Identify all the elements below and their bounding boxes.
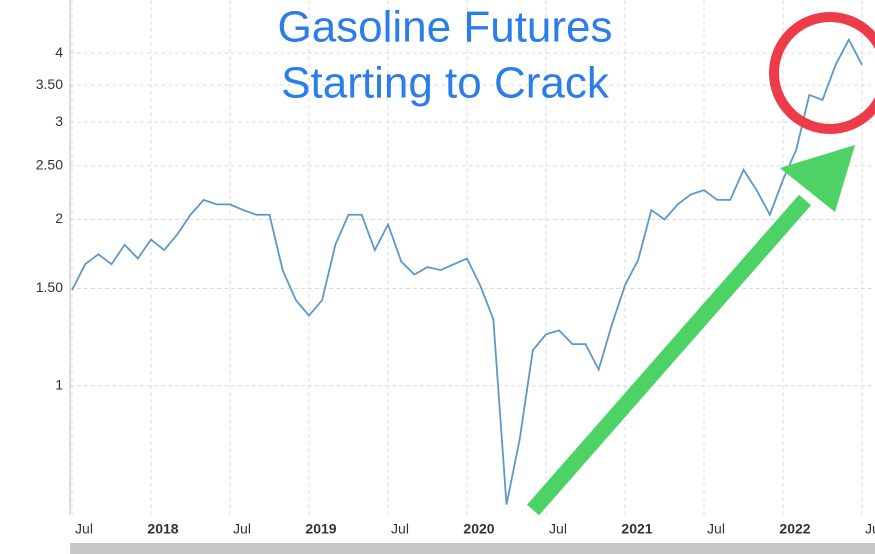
title-line: Gasoline Futures (277, 3, 612, 52)
y-tick-label: 3.50 (36, 76, 63, 92)
x-tick-label: Jul (707, 521, 725, 537)
x-tick-label: 2021 (621, 521, 652, 537)
x-tick-label: Jul (865, 521, 875, 537)
arrow-head (780, 145, 855, 212)
x-tick-label: Jul (75, 521, 93, 537)
y-tick-label: 4 (55, 44, 63, 60)
series-line (71, 37, 863, 505)
title-line: Starting to Crack (281, 59, 610, 108)
y-tick-label: 2.50 (36, 157, 63, 173)
plot-layer (71, 37, 863, 505)
y-tick-label: 3 (55, 113, 63, 129)
y-tick-label: 2 (55, 210, 63, 226)
y-tick-label: 1.50 (36, 279, 63, 295)
grid-layer (70, 0, 875, 515)
arrow (526, 145, 855, 516)
x-tick-label: Jul (233, 521, 251, 537)
x-tick-label: 2018 (147, 521, 178, 537)
x-tick-label: 2022 (779, 521, 810, 537)
x-tick-label: Jul (549, 521, 567, 537)
x-tick-label: Jul (391, 521, 409, 537)
y-tick-label: 1 (55, 377, 63, 393)
highlight-circle (769, 12, 875, 134)
arrow-shaft (526, 194, 812, 516)
x-tick-label: 2020 (463, 521, 494, 537)
navigator-bar[interactable] (70, 543, 875, 554)
x-tick-label: 2019 (305, 521, 336, 537)
